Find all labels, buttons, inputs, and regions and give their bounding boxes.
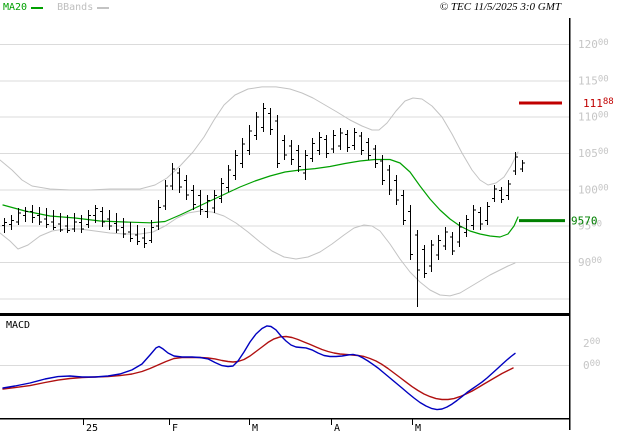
- x-axis-label-may: M: [415, 423, 422, 434]
- axis-label: 200: [583, 337, 600, 350]
- macd-signal-line: [2, 335, 514, 401]
- x-axis-label-mar: M: [252, 423, 259, 434]
- x-axis-label-jan25: 25: [86, 423, 99, 434]
- macd-line: [2, 325, 516, 411]
- axis-label: 9570: [571, 215, 598, 228]
- macd-pane-label: MACD: [6, 320, 31, 331]
- gridlines: [0, 44, 570, 366]
- axis-label: 11188: [583, 97, 614, 110]
- bbands-line-swatch: [97, 7, 110, 9]
- x-axis-label-apr: A: [334, 423, 341, 434]
- resistance-level-label: 11188: [583, 97, 614, 110]
- chart-legend: MA20 BBands: [3, 2, 110, 14]
- axis-label: 9500: [578, 220, 602, 233]
- bollinger-lower-band: [0, 210, 516, 297]
- legend-bbands-label: BBands: [57, 2, 94, 13]
- support-level-label: 9570: [571, 215, 598, 228]
- ma20-line-swatch: [31, 7, 44, 9]
- chart-borders: [0, 18, 571, 430]
- macd-axis-labels: 200 000: [583, 337, 600, 372]
- axis-label: 11000: [578, 111, 609, 124]
- axis-label: 10500: [578, 147, 609, 160]
- ma20-line: [2, 158, 519, 238]
- axis-label: 10000: [578, 183, 609, 196]
- copyright-timestamp: © TEC 11/5/2025 3:0 GMT: [439, 1, 561, 13]
- candlesticks: [2, 102, 525, 308]
- price-axis-labels: 12000 11500 11000 10500 10000 9500 9000: [578, 38, 609, 269]
- legend-ma20-label: MA20: [3, 2, 28, 13]
- bollinger-upper-band: [0, 86, 519, 191]
- axis-label: 9000: [578, 256, 602, 269]
- axis-label: 000: [583, 359, 600, 372]
- axis-label: 11500: [578, 74, 609, 87]
- x-axis-label-feb: F: [172, 423, 179, 434]
- axis-label: 12000: [578, 38, 609, 51]
